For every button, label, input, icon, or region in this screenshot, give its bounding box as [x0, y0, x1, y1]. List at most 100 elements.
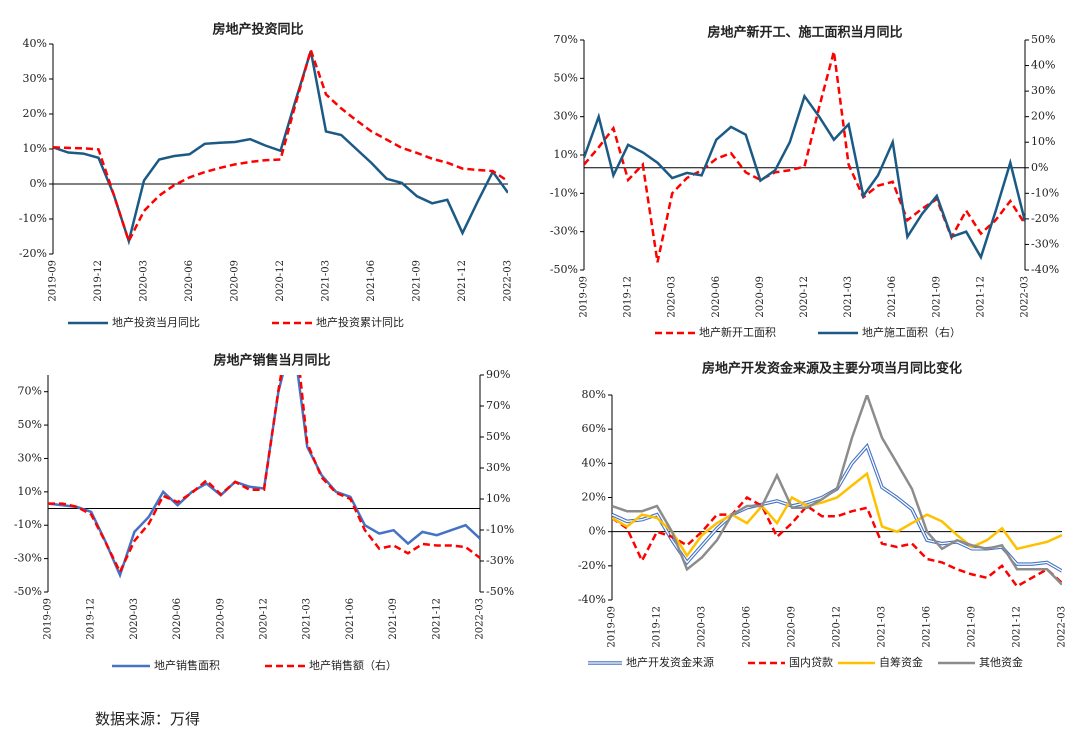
x-tick-label: 2019-12: [86, 598, 97, 640]
y-tick-label: -40%: [578, 593, 606, 606]
x-tick-label: 2021-06: [345, 598, 356, 640]
x-tick-label: 2021-06: [922, 606, 933, 648]
x-tick-label: 2022-03: [1057, 606, 1068, 648]
x-tick-label: 2020-06: [711, 276, 722, 318]
y-tick-label: 70%: [18, 385, 42, 398]
x-tick-label: 2021-06: [366, 260, 377, 302]
y-tick-label: 80%: [582, 388, 606, 401]
legend-label: 地产销售面积: [154, 658, 220, 672]
x-tick-label: 2021-03: [302, 598, 313, 640]
legend-label: 地产新开工面积: [699, 325, 776, 339]
y-tick-label: 30%: [554, 110, 578, 123]
x-tick-label: 2021-09: [388, 598, 399, 640]
y2-tick-label: 20%: [1031, 110, 1055, 123]
series-line: [584, 93, 1025, 261]
chart-title: 房地产投资同比: [212, 22, 303, 38]
legend-label: 地产投资当月同比: [112, 315, 200, 329]
x-tick-label: 2021-12: [975, 276, 986, 318]
x-tick-label: 2019-09: [607, 606, 618, 648]
x-tick-label: 2020-06: [742, 606, 753, 648]
y-tick-label: -20%: [19, 247, 47, 260]
y-tick-label: 70%: [554, 33, 578, 46]
x-tick-label: 2019-12: [93, 260, 104, 302]
y-tick-label: -50%: [14, 585, 42, 598]
y2-tick-label: 50%: [486, 430, 510, 443]
y-tick-label: 10%: [18, 485, 42, 498]
y2-tick-label: 10%: [486, 492, 510, 505]
y-tick-label: 40%: [582, 456, 606, 469]
x-tick-label: 2020-03: [139, 260, 150, 302]
y-tick-label: -20%: [578, 559, 606, 572]
y-tick-label: 40%: [23, 37, 47, 50]
x-tick-label: 2020-12: [832, 606, 843, 648]
x-tick-label: 2021-12: [1012, 606, 1023, 648]
x-tick-label: 2020-09: [755, 276, 766, 318]
x-tick-label: 2019-12: [652, 606, 663, 648]
y-tick-label: 50%: [18, 418, 42, 431]
y-tick-label: -50%: [550, 263, 578, 276]
y2-tick-label: -10%: [486, 523, 514, 536]
series-line: [612, 471, 1062, 558]
y2-tick-label: 70%: [486, 399, 510, 412]
chart-title: 房地产开发资金来源及主要分项当月同比变化: [702, 361, 962, 377]
x-tick-label: 2020-09: [215, 598, 226, 640]
y2-tick-label: 50%: [1031, 33, 1055, 46]
series-line: [53, 50, 508, 246]
x-tick-label: 2020-03: [129, 598, 140, 640]
legend-label: 其他资金: [979, 655, 1023, 669]
y-tick-label: -30%: [14, 552, 42, 565]
y2-tick-label: 0%: [1031, 161, 1048, 174]
y-tick-label: -10%: [550, 186, 578, 199]
x-tick-label: 2020-06: [184, 260, 195, 302]
x-tick-label: 2019-09: [43, 598, 54, 640]
x-tick-label: 2021-12: [431, 598, 442, 640]
x-tick-label: 2019-09: [48, 260, 59, 302]
y-tick-label: 20%: [23, 107, 47, 120]
x-tick-label: 2021-09: [931, 276, 942, 318]
x-tick-label: 2020-12: [799, 276, 810, 318]
x-tick-label: 2020-12: [259, 598, 270, 640]
x-tick-label: 2021-09: [967, 606, 978, 648]
y2-tick-label: -50%: [486, 585, 514, 598]
series-line: [612, 395, 1062, 586]
y-tick-label: -10%: [14, 518, 42, 531]
y-tick-label: -10%: [19, 212, 47, 225]
y2-tick-label: 30%: [1031, 84, 1055, 97]
series-line: [48, 375, 480, 575]
legend-label: 自筹资金: [879, 655, 923, 669]
x-tick-label: 2019-12: [623, 276, 634, 318]
x-tick-label: 2021-03: [877, 606, 888, 648]
series-line: [48, 375, 480, 579]
y-tick-label: 10%: [554, 148, 578, 161]
x-tick-label: 2020-03: [667, 276, 678, 318]
x-tick-label: 2022-03: [503, 260, 514, 302]
y2-tick-label: -20%: [1031, 212, 1059, 225]
y2-tick-label: 40%: [1031, 59, 1055, 72]
y-tick-label: 50%: [554, 71, 578, 84]
chart-title: 房地产销售当月同比: [213, 353, 330, 369]
y2-tick-label: -30%: [486, 554, 514, 567]
y-tick-label: 20%: [582, 491, 606, 504]
y2-tick-label: 90%: [486, 368, 510, 381]
x-tick-label: 2021-12: [457, 260, 468, 302]
y2-tick-label: -10%: [1031, 186, 1059, 199]
legend-label: 地产开发资金来源: [626, 655, 714, 669]
legend-label: 地产投资累计同比: [316, 315, 404, 329]
x-tick-label: 2020-12: [275, 260, 286, 302]
x-tick-label: 2021-03: [321, 260, 332, 302]
y-tick-label: 0%: [30, 177, 47, 190]
legend-label: 国内贷款: [789, 655, 833, 669]
x-tick-label: 2021-03: [843, 276, 854, 318]
y-tick-label: 0%: [589, 525, 606, 538]
series-line: [53, 45, 508, 245]
source-note: 数据来源：万得: [95, 710, 200, 728]
legend-label: 地产销售额（右）: [309, 658, 397, 672]
y-tick-label: 30%: [18, 451, 42, 464]
x-tick-label: 2022-03: [475, 598, 486, 640]
x-tick-label: 2020-03: [697, 606, 708, 648]
y2-tick-label: -40%: [1031, 263, 1059, 276]
y-tick-label: 10%: [23, 142, 47, 155]
chart-title: 房地产新开工、施工面积当月同比: [707, 25, 902, 41]
y2-tick-label: 10%: [1031, 135, 1055, 148]
